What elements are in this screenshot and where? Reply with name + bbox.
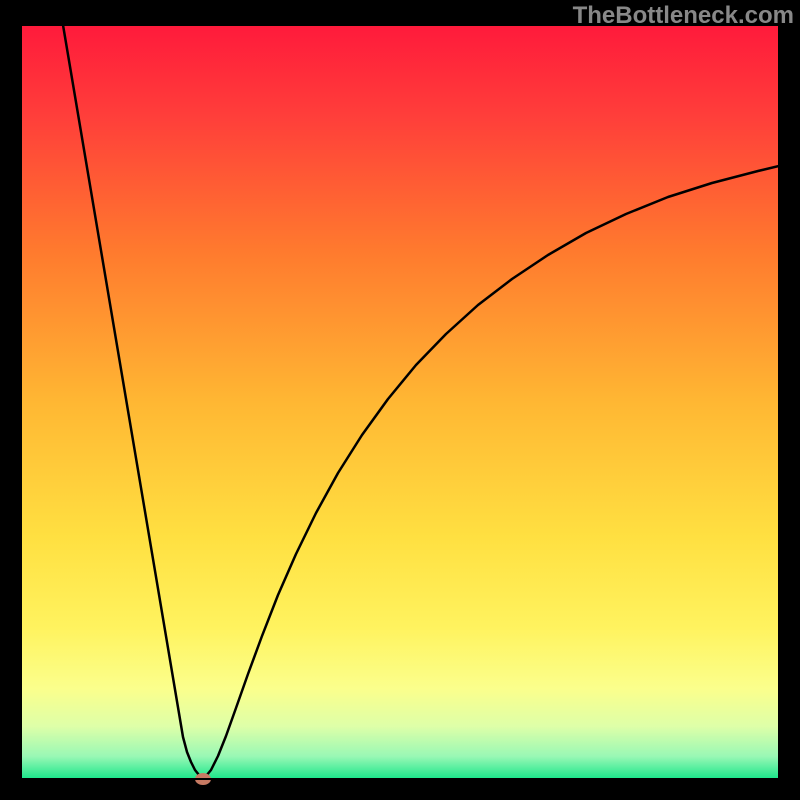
watermark-text: TheBottleneck.com	[573, 2, 794, 30]
chart-container: TheBottleneck.com	[0, 0, 800, 800]
plot-gradient-background	[21, 25, 779, 779]
bottleneck-chart	[0, 0, 800, 800]
